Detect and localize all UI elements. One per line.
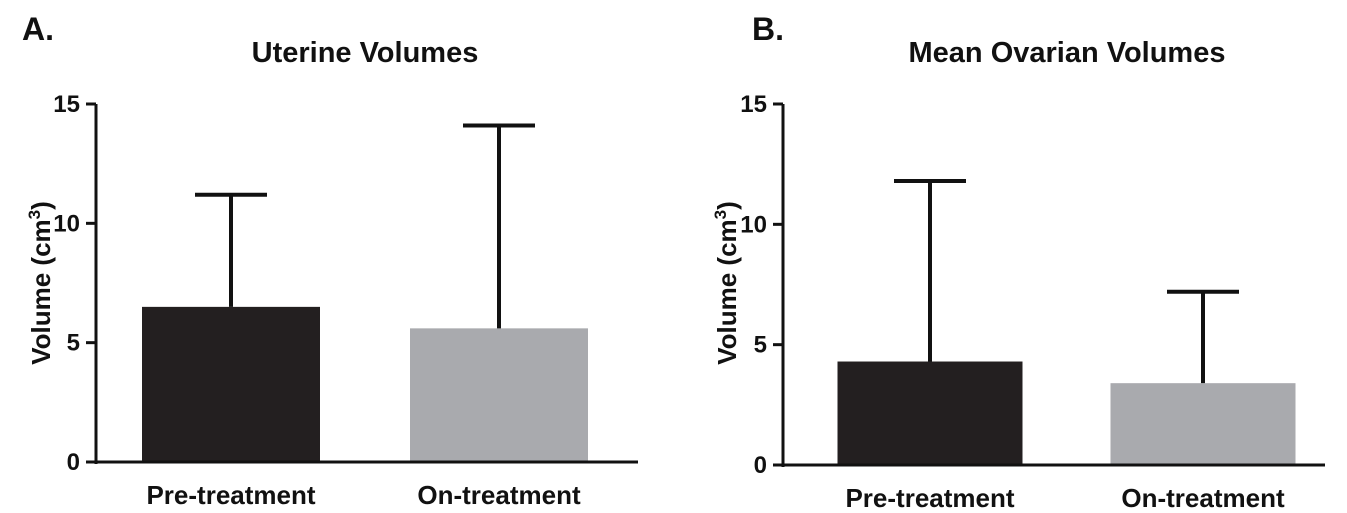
x-tick-label-on-treatment-a: On-treatment xyxy=(417,480,581,510)
y-tick-label-15-a: 15 xyxy=(53,91,80,118)
y-tick-label-5-b: 5 xyxy=(754,332,767,359)
panel-label-a: A. xyxy=(22,11,54,47)
panel-label-b: B. xyxy=(752,11,784,47)
x-tick-label-on-treatment-b: On-treatment xyxy=(1121,483,1285,513)
panel-b: B. Mean Ovarian Volumes Volume (cm3) 0 5 1… xyxy=(711,11,1325,513)
bar-pre-treatment-a xyxy=(142,306,320,462)
x-tick-label-pre-treatment-b: Pre-treatment xyxy=(845,483,1014,513)
bar-pre-treatment-b xyxy=(837,361,1023,465)
panel-a: A. Uterine Volumes Volume (cm3) 0 5 10 15 Pr… xyxy=(22,11,638,510)
x-tick-label-pre-treatment-a: Pre-treatment xyxy=(146,480,315,510)
y-tick-label-15-b: 15 xyxy=(740,91,767,118)
bar-on-treatment-a xyxy=(410,328,588,462)
chart-title-b: Mean Ovarian Volumes xyxy=(909,37,1226,69)
y-tick-label-10-a: 10 xyxy=(53,210,80,237)
y-axis-label-b: Volume (cm3) xyxy=(711,201,742,365)
y-tick-label-0-a: 0 xyxy=(67,449,80,476)
bar-on-treatment-b xyxy=(1110,383,1296,465)
y-tick-label-5-a: 5 xyxy=(67,330,80,357)
y-tick-label-10-b: 10 xyxy=(740,211,767,238)
y-axis-label-a: Volume (cm3) xyxy=(25,201,56,365)
y-tick-label-0-b: 0 xyxy=(754,452,767,479)
chart-title-a: Uterine Volumes xyxy=(252,37,479,69)
